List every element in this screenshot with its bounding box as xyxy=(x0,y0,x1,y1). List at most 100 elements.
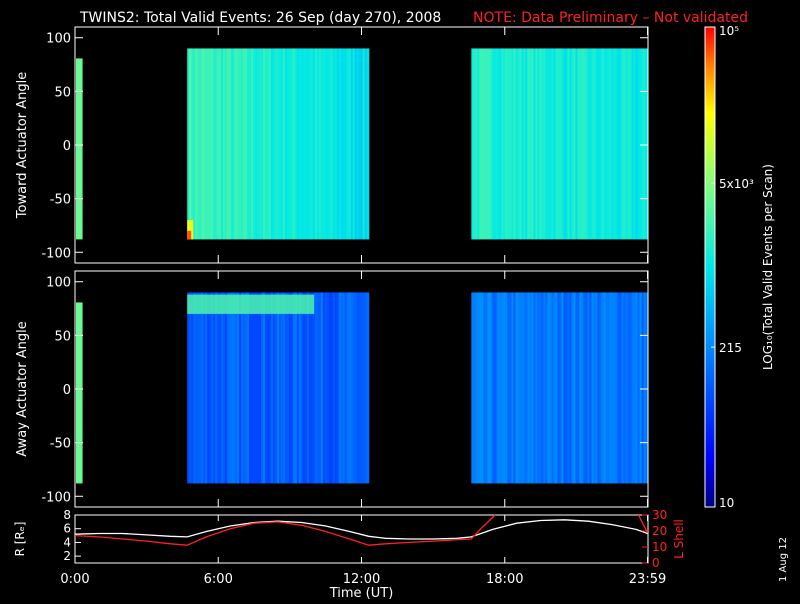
heatmap-column xyxy=(268,292,272,484)
heatmap-column xyxy=(543,292,547,484)
heatmap-column xyxy=(589,48,593,240)
heatmap-column xyxy=(609,292,613,484)
heatmap-column xyxy=(479,48,482,240)
heatmap-column xyxy=(573,48,577,240)
heatmap-column xyxy=(338,292,342,484)
heatmap-column xyxy=(231,292,234,484)
heatmap-column xyxy=(563,292,567,484)
heatmap-column xyxy=(645,292,649,484)
heatmap-column xyxy=(635,292,639,484)
heatmap-column xyxy=(284,48,288,240)
y-tick-label: -100 xyxy=(41,246,71,261)
y-tick-label: 100 xyxy=(46,276,71,291)
heatmap-column xyxy=(223,48,226,240)
x-axis-label: Time (UT) xyxy=(329,586,394,600)
heatmap-column xyxy=(209,48,212,240)
edge-strip xyxy=(76,302,83,484)
heatmap-column xyxy=(358,48,362,240)
heatmap-column xyxy=(623,292,627,484)
heatmap-column xyxy=(352,48,356,240)
heatmap-column xyxy=(219,48,222,240)
heatmap-column xyxy=(197,292,200,484)
heatmap-column xyxy=(350,48,354,240)
heatmap-column xyxy=(264,292,268,484)
colorbar-tick-label: 10 xyxy=(719,496,734,510)
heatmap-column xyxy=(499,292,502,484)
heatmap-column xyxy=(300,292,304,484)
heatmap-column xyxy=(551,48,555,240)
heatmap-column xyxy=(609,48,613,240)
heatmap-column xyxy=(527,292,530,484)
heatmap-column xyxy=(342,292,346,484)
heatmap-column xyxy=(493,48,496,240)
heatmap-column xyxy=(348,48,352,240)
heatmap-column xyxy=(312,292,316,484)
heatmap-column xyxy=(531,48,534,240)
heatmap-column xyxy=(207,48,210,240)
heatmap-column xyxy=(595,48,599,240)
heatmap-column xyxy=(491,48,494,240)
date-stamp: 1 Aug 12 xyxy=(778,537,789,582)
heatmap-column xyxy=(547,292,551,484)
colorbar-frame xyxy=(704,26,716,508)
heatmap-column xyxy=(356,48,360,240)
heatmap-column xyxy=(189,48,192,240)
heatmap-column xyxy=(521,292,524,484)
heatmap-column xyxy=(553,48,557,240)
heatmap-column xyxy=(511,48,514,240)
heatmap-column xyxy=(346,48,350,240)
heatmap-column xyxy=(229,292,232,484)
heatmap-column xyxy=(330,292,334,484)
heatmap-column xyxy=(499,48,502,240)
heatmap-column xyxy=(621,48,625,240)
heatmap-column xyxy=(227,292,230,484)
heatmap-column xyxy=(284,292,288,484)
heatmap-column xyxy=(278,48,282,240)
heatmap-column xyxy=(195,292,198,484)
heatmap-column xyxy=(258,292,262,484)
heatmap-column xyxy=(354,292,358,484)
heatmap-column xyxy=(223,292,226,484)
heatmap-column xyxy=(523,48,526,240)
heatmap-column xyxy=(203,292,206,484)
heatmap-column xyxy=(485,292,488,484)
heatmap-column xyxy=(290,292,294,484)
colorbar-tick-label: 5x10³ xyxy=(719,177,754,191)
heatmap-column xyxy=(298,48,302,240)
heatmap-column xyxy=(583,292,587,484)
heatmap-column xyxy=(203,48,206,240)
heatmap-column xyxy=(513,48,516,240)
heatmap-column xyxy=(326,48,330,240)
heatmap-column xyxy=(318,48,322,240)
heatmap-column xyxy=(591,48,595,240)
heatmap-column xyxy=(477,48,480,240)
heatmap-column xyxy=(645,48,649,240)
heatmap-column xyxy=(517,292,520,484)
heatmap-column xyxy=(591,292,595,484)
y-axis-label: R [Rₑ] xyxy=(13,522,27,557)
heatmap-column xyxy=(535,292,538,484)
heatmap-column xyxy=(629,292,633,484)
heatmap-column xyxy=(471,292,474,484)
heatmap-column xyxy=(611,292,615,484)
heatmap-column xyxy=(489,292,492,484)
heatmap-column xyxy=(310,292,314,484)
heatmap-column xyxy=(625,292,629,484)
y-tick-label: 50 xyxy=(54,329,71,344)
y-tick-label: 8 xyxy=(63,508,71,522)
heatmap-column xyxy=(573,292,577,484)
heatmap-column xyxy=(597,292,601,484)
heatmap-column xyxy=(328,48,332,240)
heatmap-column xyxy=(519,48,522,240)
y-right-tick-label: 30 xyxy=(652,508,667,522)
heatmap-column xyxy=(296,292,300,484)
heatmap-column xyxy=(477,292,480,484)
heatmap-column xyxy=(245,48,248,240)
heatmap-column xyxy=(545,48,549,240)
heatmap-column xyxy=(251,48,254,240)
heatmap-column xyxy=(495,48,498,240)
heatmap-column xyxy=(233,48,236,240)
heatmap-column xyxy=(324,48,328,240)
heatmap-block xyxy=(187,292,370,484)
